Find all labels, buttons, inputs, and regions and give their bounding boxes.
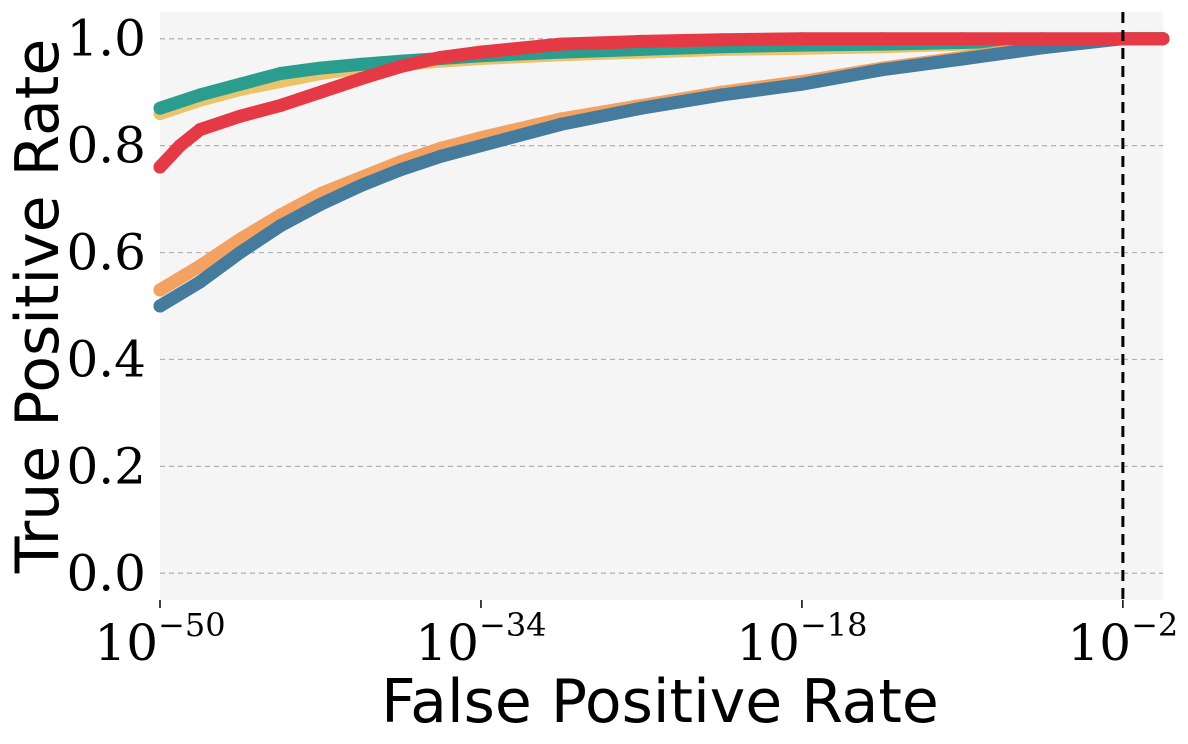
data-point — [554, 117, 568, 131]
y-tick-label: 0.0 — [66, 544, 146, 602]
data-point — [394, 163, 408, 177]
data-point — [153, 101, 167, 115]
data-point — [474, 45, 488, 59]
x-axis-ticks: 10−50 10−34 10−18 10−2 — [94, 600, 1178, 672]
data-point — [394, 60, 408, 73]
data-point — [434, 149, 448, 163]
data-point — [193, 123, 207, 137]
data-point — [875, 32, 889, 46]
data-point — [634, 34, 648, 48]
data-point — [795, 32, 809, 46]
data-point — [795, 77, 809, 91]
data-point — [193, 259, 207, 273]
data-point — [955, 52, 969, 66]
y-tick-label: 0.6 — [66, 224, 146, 282]
data-point — [314, 61, 327, 75]
data-point — [875, 63, 889, 77]
data-point — [233, 109, 247, 123]
data-point — [314, 85, 327, 99]
data-point — [354, 72, 368, 86]
series-layer — [153, 32, 1170, 313]
y-tick-label: 0.8 — [66, 117, 146, 175]
data-point — [955, 32, 969, 46]
x-tick-label: 10−2 — [1067, 606, 1178, 672]
data-point — [173, 139, 187, 153]
data-point — [314, 197, 327, 211]
data-point — [354, 57, 368, 71]
data-point — [434, 50, 448, 64]
x-axis-label: False Positive Rate — [381, 667, 939, 737]
x-tick-label: 10−18 — [736, 606, 867, 672]
data-point — [193, 275, 207, 289]
data-point — [554, 37, 568, 51]
data-point — [1156, 32, 1170, 46]
data-point — [233, 246, 247, 259]
y-tick-label: 0.2 — [66, 437, 146, 495]
data-point — [354, 179, 368, 193]
data-point — [273, 219, 287, 233]
data-point — [474, 139, 488, 153]
data-point — [634, 101, 648, 115]
data-point — [153, 160, 167, 174]
data-point — [273, 67, 287, 80]
x-tick-label: 10−50 — [94, 606, 225, 672]
y-axis-ticks: 0.0 0.2 0.4 0.6 0.8 1.0 — [66, 10, 146, 603]
y-tick-label: 1.0 — [66, 10, 146, 68]
x-tick-label: 10−34 — [415, 606, 546, 672]
data-point — [193, 88, 207, 102]
series-line-4 — [153, 32, 1170, 313]
data-point — [233, 232, 247, 246]
data-point — [153, 283, 167, 297]
data-point — [715, 88, 729, 102]
data-point — [715, 33, 729, 47]
y-tick-label: 0.4 — [66, 330, 146, 388]
data-point — [1036, 32, 1050, 46]
data-point — [273, 99, 287, 112]
data-point — [233, 77, 247, 91]
y-axis-label: True Positive Rate — [3, 39, 73, 574]
data-point — [153, 299, 167, 313]
